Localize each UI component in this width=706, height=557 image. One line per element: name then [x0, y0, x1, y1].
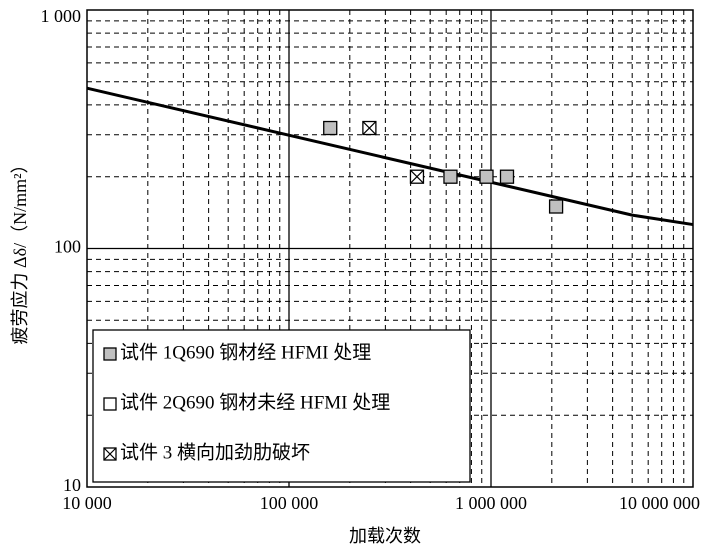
x-tick-label: 1 000 000 [455, 493, 527, 513]
x-tick-label: 10 000 [62, 493, 112, 513]
marker [103, 347, 117, 361]
legend-label: 试件 2Q690 钢材未经 HFMI 处理 [120, 391, 390, 413]
x-tick-label: 10 000 000 [619, 493, 700, 513]
x-axis-label: 加载次数 [349, 526, 421, 546]
fit-curve [86, 86, 694, 227]
y-tick-label: 10 [63, 475, 81, 495]
y-axis-label: 疲劳应力 Δδ/（N/mm²） [10, 156, 30, 345]
marker [479, 169, 494, 184]
marker-cross [103, 447, 117, 461]
marker-cross [362, 121, 377, 135]
y-tick-label: 1 000 [41, 6, 82, 26]
marker [323, 120, 338, 136]
legend-box [92, 329, 471, 483]
legend-label: 试件 3 横向加劲肋破坏 [120, 441, 310, 463]
x-tick-label: 100 000 [260, 493, 319, 513]
legend-label: 试件 1Q690 钢材经 HFMI 处理 [120, 341, 371, 363]
marker-cross [410, 169, 424, 184]
y-tick-label: 100 [54, 237, 81, 257]
marker [443, 169, 458, 184]
marker [103, 397, 117, 411]
marker [548, 199, 564, 214]
marker [499, 169, 515, 184]
